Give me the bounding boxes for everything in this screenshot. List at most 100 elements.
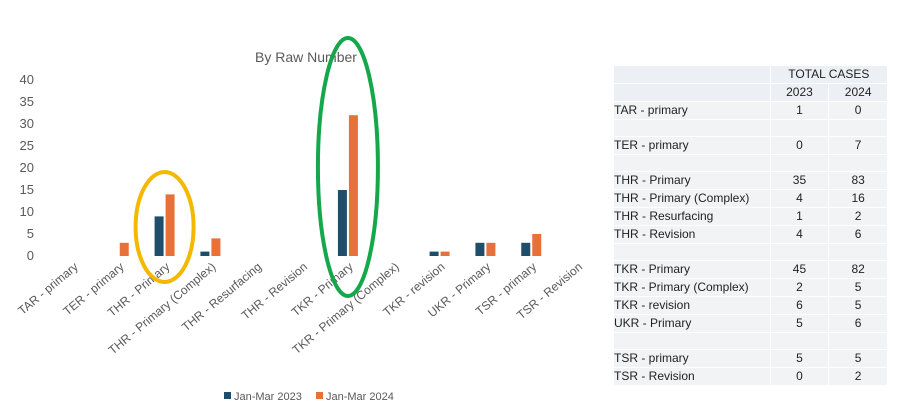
table-row-2024: 5 (828, 279, 887, 297)
table-row-2023: 0 (769, 368, 829, 386)
table-header-blank (614, 66, 770, 84)
table-row-2023: 45 (769, 261, 829, 279)
table-row-2023: 0 (769, 137, 829, 155)
bar (337, 190, 347, 256)
table-row-2024: 82 (828, 261, 887, 279)
bar (521, 242, 531, 256)
bar (154, 216, 164, 256)
table-header-row: TOTAL CASES (614, 66, 887, 84)
table-row-2024: 5 (828, 350, 887, 368)
legend-swatch (316, 392, 323, 399)
table-row-2023: 6 (769, 297, 829, 315)
table-row-2024: 6 (828, 315, 887, 333)
table-header-total-cases: TOTAL CASES (769, 66, 887, 84)
bar (200, 251, 210, 256)
table-row-2024: 16 (828, 190, 887, 208)
table-row-2023 (769, 120, 829, 137)
table-row-2024: 5 (828, 297, 887, 315)
table-row-label: TAR - primary (614, 102, 770, 120)
table-row: TKR - Primary 45 82 (614, 261, 887, 279)
bar (119, 242, 129, 256)
bar (165, 194, 175, 256)
table-row: THR - Resurfacing 1 2 (614, 208, 887, 226)
table-row (614, 120, 887, 137)
table-row: UKR - Primary 5 6 (614, 315, 887, 333)
table-row-2023: 4 (769, 190, 829, 208)
table-row (614, 244, 887, 261)
table-row-2023: 5 (769, 350, 829, 368)
table-year-2024: 2024 (828, 84, 887, 102)
table-row-label (614, 333, 770, 350)
table-row: TSR - primary 5 5 (614, 350, 887, 368)
table-row-2024: 83 (828, 172, 887, 190)
bar (211, 238, 221, 256)
y-tick-label: 35 (20, 94, 34, 109)
y-tick-label: 0 (27, 248, 34, 263)
table-row-2024 (828, 244, 887, 261)
table-row-2024 (828, 155, 887, 172)
table-row: TER - primary 0 7 (614, 137, 887, 155)
chart-title: By Raw Number (255, 49, 357, 65)
table-row-2023: 35 (769, 172, 829, 190)
table-year-blank (614, 84, 770, 102)
y-tick-label: 15 (20, 182, 34, 197)
table-row: TKR - revision 6 5 (614, 297, 887, 315)
table-row-label: THR - Resurfacing (614, 208, 770, 226)
y-tick-label: 20 (20, 160, 34, 175)
table-row: THR - Primary (Complex) 4 16 (614, 190, 887, 208)
table-row-label: TSR - primary (614, 350, 770, 368)
table-row-label: TKR - Primary (Complex) (614, 279, 770, 297)
table-row-label: THR - Primary (Complex) (614, 190, 770, 208)
table-row-label: THR - Revision (614, 226, 770, 244)
bar (532, 234, 542, 256)
table-row: TAR - primary 1 0 (614, 102, 887, 120)
legend-label: Jan-Mar 2023 (234, 391, 302, 403)
table-row: THR - Revision 4 6 (614, 226, 887, 244)
table-row-2023: 4 (769, 226, 829, 244)
table-row-label: TKR - revision (614, 297, 770, 315)
table-row-2024: 6 (828, 226, 887, 244)
annotation-ellipse-green (315, 36, 380, 298)
table-row-label (614, 244, 770, 261)
table-row: TKR - Primary (Complex) 2 5 (614, 279, 887, 297)
table-row-2024 (828, 120, 887, 137)
table-row: THR - Primary 35 83 (614, 172, 887, 190)
bar (475, 242, 485, 256)
legend-swatch (224, 392, 231, 399)
y-tick-label: 5 (27, 226, 34, 241)
table-row: TSR - Revision 0 2 (614, 368, 887, 386)
table-row-2024: 7 (828, 137, 887, 155)
bar (440, 251, 450, 256)
table-row-label: TKR - Primary (614, 261, 770, 279)
table-row-2023 (769, 333, 829, 350)
y-tick-label: 10 (20, 204, 34, 219)
table-row-2024 (828, 333, 887, 350)
annotation-ellipse-yellow (133, 170, 196, 284)
table-row-2023 (769, 155, 829, 172)
table-row-2023: 1 (769, 208, 829, 226)
y-tick-label: 40 (20, 72, 34, 87)
table-row-label: TSR - Revision (614, 368, 770, 386)
bar-chart: By Raw Number 0 5 10 15 20 25 30 35 40 TAR - prima… (15, 36, 585, 403)
table-row-2023: 2 (769, 279, 829, 297)
bar (348, 115, 358, 256)
bar (429, 251, 439, 256)
table-row-label: UKR - Primary (614, 315, 770, 333)
y-tick-label: 25 (20, 138, 34, 153)
table-row-2023 (769, 244, 829, 261)
table-row-label: THR - Primary (614, 172, 770, 190)
table-year-2023: 2023 (769, 84, 829, 102)
table-row-2024: 2 (828, 368, 887, 386)
table-row-2023: 1 (769, 102, 829, 120)
total-cases-table: TOTAL CASES 2023 2024 TAR - primary 1 0 TER… (614, 66, 887, 386)
table-row-2023: 5 (769, 315, 829, 333)
table-row-label (614, 120, 770, 137)
table-year-row: 2023 2024 (614, 84, 887, 102)
table-row-2024: 2 (828, 208, 887, 226)
table-row (614, 333, 887, 350)
table-row-2024: 0 (828, 102, 887, 120)
legend-label: Jan-Mar 2024 (326, 391, 394, 403)
table-row-label: TER - primary (614, 137, 770, 155)
x-tick-label: THR - Resurfacing (179, 260, 264, 335)
